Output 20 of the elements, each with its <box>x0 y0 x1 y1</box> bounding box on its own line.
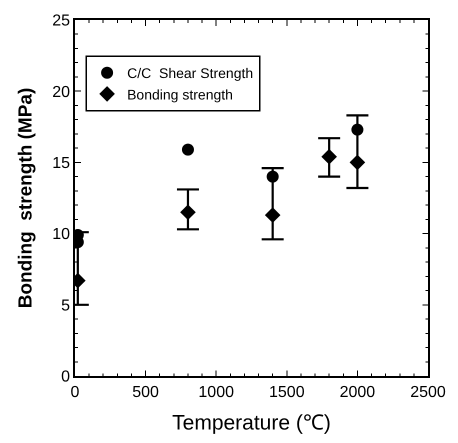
y-axis-title: Bonding strength (MPa) <box>16 88 37 308</box>
x-axis-title: Temperature (℃) <box>172 412 331 435</box>
point <box>321 148 337 164</box>
y-tick-label: 25 <box>52 12 70 30</box>
x-tick-label: 1000 <box>198 384 234 401</box>
x-tick-label: 2000 <box>340 384 376 401</box>
point <box>180 204 196 220</box>
x-tick-label: 1500 <box>269 384 305 401</box>
x-tick-label: 2500 <box>410 384 446 401</box>
point <box>350 154 366 170</box>
legend-label: C/C Shear Strength <box>127 65 254 82</box>
x-tick-label: 500 <box>132 384 160 401</box>
y-tick-label: 20 <box>52 84 70 101</box>
legend-label: Bonding strength <box>127 86 233 102</box>
y-tick-label: 15 <box>52 155 70 172</box>
point <box>182 144 194 156</box>
y-tick-label: 5 <box>61 297 70 314</box>
point <box>264 207 280 223</box>
y-tick-label: 0 <box>61 368 70 386</box>
y-tick-label: 10 <box>52 226 70 244</box>
